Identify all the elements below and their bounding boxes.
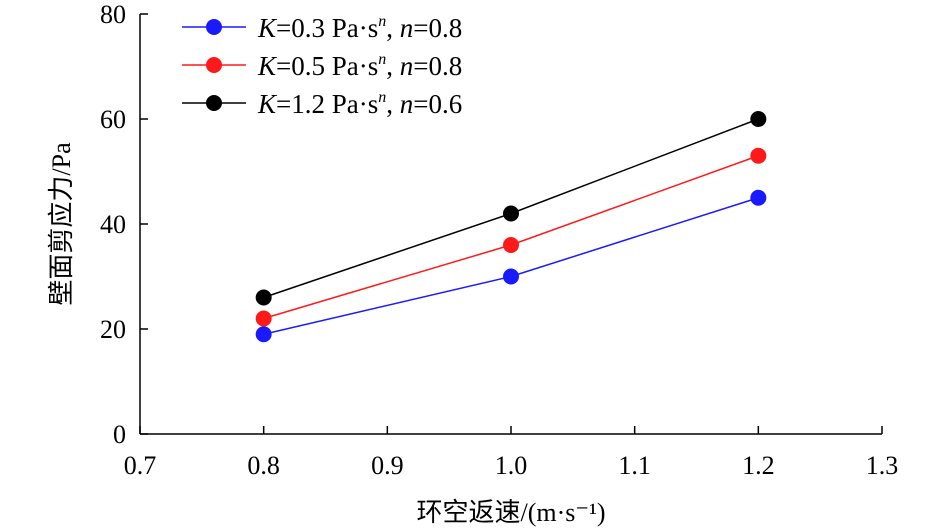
legend-label-part: K xyxy=(257,51,278,81)
data-point xyxy=(750,189,767,206)
legend-label-part: =0.8 xyxy=(413,13,462,43)
legend-label-part: , xyxy=(386,89,400,119)
legend-label: K=0.5 Pa·sn, n=0.8 xyxy=(257,51,462,81)
legend-label-part: n xyxy=(400,51,414,81)
legend-label-part: n xyxy=(378,89,386,106)
legend-label-part: K xyxy=(257,89,278,119)
legend-label-part: =1.2 Pa·s xyxy=(276,89,378,119)
legend-label-part: n xyxy=(400,13,414,43)
x-axis-label: 环空返速/(m·s⁻¹) xyxy=(416,498,605,527)
legend-label-part: n xyxy=(378,13,386,30)
data-point xyxy=(750,147,767,164)
legend-label-part: =0.6 xyxy=(413,89,462,119)
series-1: K=0.5 Pa·sn, n=0.8 xyxy=(182,51,767,327)
y-tick-label: 60 xyxy=(100,105,126,134)
data-point xyxy=(503,205,519,222)
y-tick-label: 80 xyxy=(100,0,126,29)
legend-label-part: K xyxy=(257,13,278,43)
legend-label-part: =0.3 Pa·s xyxy=(276,13,378,43)
legend-label-part: , xyxy=(386,51,400,81)
x-tick-label: 0.8 xyxy=(247,451,280,480)
legend-marker xyxy=(206,95,222,111)
legend-label-part: =0.5 Pa·s xyxy=(276,51,378,81)
legend-marker xyxy=(206,57,222,73)
x-tick-label: 1.1 xyxy=(618,451,651,480)
legend-label: K=0.3 Pa·sn, n=0.8 xyxy=(257,13,462,43)
y-tick-label: 40 xyxy=(100,210,126,239)
legend-marker xyxy=(206,19,222,35)
x-tick-label: 1.3 xyxy=(866,451,899,480)
legend-label-part: n xyxy=(378,51,386,68)
data-point xyxy=(255,289,272,306)
x-tick-label: 0.9 xyxy=(371,451,404,480)
legend-label-part: =0.8 xyxy=(413,51,462,81)
series-2: K=1.2 Pa·sn, n=0.6 xyxy=(182,89,767,306)
y-axis-label: 壁面剪应力/Pa xyxy=(47,142,76,306)
y-tick-label: 20 xyxy=(100,315,126,344)
data-point xyxy=(503,268,519,285)
y-tick-label: 0 xyxy=(113,420,126,449)
data-point xyxy=(255,310,272,327)
legend-label-part: n xyxy=(400,89,414,119)
series-0: K=0.3 Pa·sn, n=0.8 xyxy=(182,13,767,343)
legend-label: K=1.2 Pa·sn, n=0.6 xyxy=(257,89,462,119)
data-point xyxy=(503,237,519,253)
x-tick-label: 1.0 xyxy=(495,451,528,480)
x-tick-label: 0.7 xyxy=(124,451,157,480)
x-tick-label: 1.2 xyxy=(742,451,775,480)
data-point xyxy=(750,111,767,127)
data-point xyxy=(255,326,272,343)
legend-label-part: , xyxy=(386,13,400,43)
